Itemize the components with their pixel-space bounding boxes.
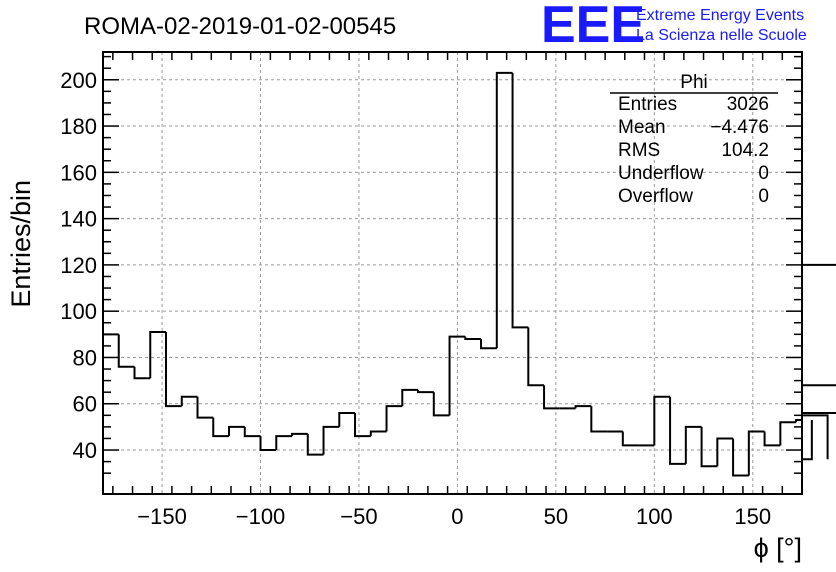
histogram-bin bbox=[180, 395, 198, 407]
y-tick-label: 60 bbox=[73, 392, 97, 417]
histogram-bin bbox=[802, 412, 836, 415]
y-tick-label: 100 bbox=[60, 299, 97, 324]
histogram-bin bbox=[543, 385, 560, 410]
histogram-bin bbox=[401, 388, 419, 407]
histogram-bin bbox=[527, 327, 545, 387]
y-tick-label: 200 bbox=[60, 68, 97, 93]
y-tick-label: 180 bbox=[60, 114, 97, 139]
histogram-bin bbox=[275, 435, 293, 451]
histogram-bin bbox=[732, 438, 749, 477]
histogram-bin bbox=[716, 437, 734, 467]
histogram-bin bbox=[669, 396, 686, 465]
histogram-bin bbox=[228, 425, 245, 437]
eee-logo-mark: EEE bbox=[541, 0, 645, 54]
x-tick-label: 150 bbox=[734, 504, 771, 529]
x-axis-title: ϕ [°] bbox=[754, 533, 802, 563]
histogram-bin bbox=[802, 263, 836, 266]
stats-box: Phi Entries 3026 Mean −4.476 RMS 104.2 Underfl… bbox=[610, 72, 778, 207]
x-tick-label: −50 bbox=[340, 504, 377, 529]
histogram-bin bbox=[196, 396, 214, 419]
histogram-bin bbox=[354, 413, 371, 438]
histogram-bin bbox=[243, 426, 261, 438]
stats-label: RMS bbox=[618, 140, 660, 161]
y-tick-label: 80 bbox=[73, 345, 97, 370]
histogram-bin bbox=[149, 331, 167, 379]
histogram-bin bbox=[495, 71, 513, 349]
histogram-bin bbox=[338, 412, 356, 427]
x-tick-label: −150 bbox=[137, 504, 187, 529]
histogram-bin bbox=[291, 432, 308, 437]
histogram-bin bbox=[306, 433, 324, 456]
histogram-bin bbox=[448, 335, 466, 416]
histogram-bin bbox=[165, 332, 182, 408]
histogram-bin bbox=[684, 425, 702, 464]
x-tick-label: −100 bbox=[236, 504, 286, 529]
histogram-bin bbox=[511, 72, 529, 329]
eee-logo-line1: Extreme Energy Events bbox=[636, 7, 804, 24]
histogram-bin bbox=[802, 384, 836, 387]
x-tick-label: 50 bbox=[544, 504, 568, 529]
histogram-bin bbox=[802, 419, 813, 461]
y-tick-label: 160 bbox=[60, 160, 97, 185]
y-axis-title: Entries/bin bbox=[6, 180, 36, 308]
x-tick-label: 0 bbox=[451, 504, 463, 529]
histogram-bin bbox=[133, 366, 151, 380]
histogram-bin bbox=[369, 430, 387, 437]
histogram-bin bbox=[574, 405, 592, 409]
histogram-bin bbox=[480, 338, 497, 350]
histogram-bin bbox=[117, 334, 135, 368]
histogram-bin bbox=[259, 436, 277, 452]
histogram-bin bbox=[795, 418, 802, 423]
histogram-bin bbox=[779, 421, 797, 446]
histogram-bin bbox=[385, 405, 403, 432]
histogram-bin bbox=[747, 430, 765, 476]
axis-ticks bbox=[103, 52, 803, 494]
histogram-bin bbox=[212, 417, 230, 438]
tick-labels: −150 −100 −50 0 50 100 150 40 60 80 100 120 140 160 18… bbox=[60, 68, 771, 529]
histogram-bin bbox=[653, 395, 671, 446]
stats-label: Underflow bbox=[618, 163, 704, 184]
stats-label: Overflow bbox=[618, 186, 693, 207]
histogram-bin bbox=[464, 336, 482, 340]
eee-logo: EEE Extreme Energy Events La Scienza nel… bbox=[541, 0, 807, 54]
histogram-bin bbox=[700, 426, 718, 468]
histogram-bin bbox=[763, 431, 781, 447]
x-tick-label: 100 bbox=[636, 504, 673, 529]
histogram-bin bbox=[322, 425, 340, 455]
stats-value: −4.476 bbox=[710, 117, 769, 138]
stats-title: Phi bbox=[680, 72, 707, 93]
stats-value: 0 bbox=[758, 186, 769, 207]
histogram-bin bbox=[590, 406, 608, 433]
histogram-bin bbox=[621, 431, 639, 447]
histogram-bin bbox=[802, 414, 829, 460]
histogram-bin bbox=[432, 392, 450, 417]
stats-value: 0 bbox=[758, 163, 769, 184]
stats-value: 104.2 bbox=[721, 140, 769, 161]
stats-rows: Entries 3026 Mean −4.476 RMS 104.2 Underflow 0 O… bbox=[618, 94, 769, 207]
plot-frame bbox=[102, 51, 803, 495]
histogram-bin bbox=[102, 333, 119, 494]
stats-value: 3026 bbox=[727, 94, 769, 115]
stats-label: Entries bbox=[618, 94, 677, 115]
eee-logo-line2: La Scienza nelle Scuole bbox=[636, 27, 807, 44]
run-title: ROMA-02-2019-01-02-00545 bbox=[84, 13, 396, 40]
histogram-bin bbox=[417, 389, 434, 394]
y-tick-label: 140 bbox=[60, 207, 97, 232]
y-tick-label: 120 bbox=[60, 253, 97, 278]
y-tick-label: 40 bbox=[73, 438, 97, 463]
stats-label: Mean bbox=[618, 117, 666, 138]
